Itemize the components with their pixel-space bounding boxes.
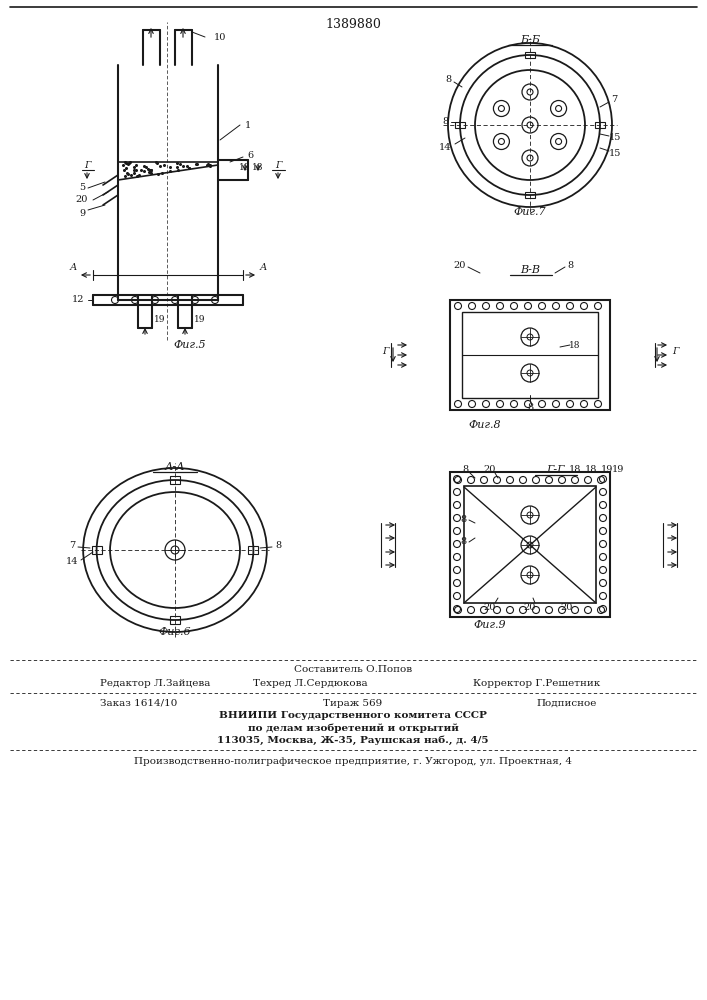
Text: Подписное: Подписное bbox=[537, 698, 597, 708]
Bar bbox=[170, 476, 180, 484]
Text: 15: 15 bbox=[609, 148, 621, 157]
Text: 18: 18 bbox=[239, 163, 251, 172]
Text: Фиг.6: Фиг.6 bbox=[158, 627, 192, 637]
Text: Фиг.7: Фиг.7 bbox=[514, 207, 547, 217]
Text: 1: 1 bbox=[245, 120, 251, 129]
Bar bbox=[462, 312, 598, 398]
Text: 9: 9 bbox=[79, 209, 85, 218]
Bar bbox=[525, 52, 535, 58]
Text: Фиг.5: Фиг.5 bbox=[174, 340, 206, 350]
Bar bbox=[595, 122, 605, 128]
Text: Г-Г: Г-Г bbox=[546, 465, 564, 475]
Text: 7: 7 bbox=[611, 96, 617, 104]
Text: А-А: А-А bbox=[165, 462, 185, 472]
Text: Производственно-полиграфическое предприятие, г. Ужгород, ул. Проектная, 4: Производственно-полиграфическое предприя… bbox=[134, 758, 572, 766]
Text: 14: 14 bbox=[66, 558, 78, 566]
Bar bbox=[248, 546, 258, 554]
Text: 8: 8 bbox=[527, 402, 533, 412]
Text: Г: Г bbox=[275, 160, 281, 169]
Text: по делам изобретений и открытий: по делам изобретений и открытий bbox=[247, 723, 458, 733]
Text: 18: 18 bbox=[569, 466, 581, 475]
Text: Корректор Г.Решетник: Корректор Г.Решетник bbox=[473, 678, 600, 688]
Bar bbox=[450, 472, 610, 617]
Text: Тираж 569: Тираж 569 bbox=[323, 698, 382, 708]
Text: 14: 14 bbox=[439, 142, 451, 151]
Text: 6: 6 bbox=[247, 150, 253, 159]
Bar bbox=[450, 300, 610, 410]
Bar bbox=[92, 546, 102, 554]
Text: Г: Г bbox=[382, 348, 388, 357]
Text: 10: 10 bbox=[214, 32, 226, 41]
Text: 20: 20 bbox=[484, 466, 496, 475]
Text: 20: 20 bbox=[454, 260, 466, 269]
Text: ВНИИПИ Государственного комитета СССР: ВНИИПИ Государственного комитета СССР bbox=[219, 712, 487, 720]
Text: Заказ 1614/10: Заказ 1614/10 bbox=[100, 698, 177, 708]
Text: 5: 5 bbox=[79, 184, 85, 192]
Text: 19: 19 bbox=[154, 316, 165, 324]
Text: 18: 18 bbox=[585, 466, 597, 475]
Bar bbox=[464, 486, 596, 603]
Bar bbox=[170, 616, 180, 624]
Text: Фиг.8: Фиг.8 bbox=[469, 420, 501, 430]
Text: 1389880: 1389880 bbox=[325, 18, 381, 31]
Text: 20: 20 bbox=[561, 602, 573, 611]
Text: Фиг.9: Фиг.9 bbox=[474, 620, 506, 630]
Text: Редактор Л.Зайцева: Редактор Л.Зайцева bbox=[100, 678, 211, 688]
Text: 12: 12 bbox=[71, 296, 84, 304]
Text: Б-Б: Б-Б bbox=[520, 35, 540, 45]
Text: 8: 8 bbox=[567, 260, 573, 269]
Text: А: А bbox=[259, 262, 267, 271]
Text: 19: 19 bbox=[612, 466, 624, 475]
Text: 20: 20 bbox=[484, 602, 496, 611]
Text: 20: 20 bbox=[524, 602, 536, 611]
Bar bbox=[455, 122, 465, 128]
Text: В-В: В-В bbox=[520, 265, 540, 275]
Text: 7: 7 bbox=[69, 540, 75, 550]
Text: 20: 20 bbox=[76, 196, 88, 205]
Text: 15: 15 bbox=[609, 133, 621, 142]
Text: Г: Г bbox=[83, 160, 90, 169]
Text: Техред Л.Сердюкова: Техред Л.Сердюкова bbox=[252, 678, 368, 688]
Text: 8: 8 bbox=[442, 117, 448, 126]
Text: 18: 18 bbox=[252, 163, 264, 172]
Text: Составитель О.Попов: Составитель О.Попов bbox=[294, 666, 412, 674]
Text: 18: 18 bbox=[569, 340, 580, 350]
Text: Г: Г bbox=[672, 348, 678, 357]
Text: 8: 8 bbox=[460, 538, 466, 546]
Text: 113035, Москва, Ж-35, Раушская наб., д. 4/5: 113035, Москва, Ж-35, Раушская наб., д. … bbox=[217, 735, 489, 745]
Bar bbox=[525, 192, 535, 198]
Text: 8: 8 bbox=[275, 540, 281, 550]
Text: 8: 8 bbox=[460, 516, 466, 524]
Text: 8: 8 bbox=[462, 466, 468, 475]
Text: А: А bbox=[69, 262, 76, 271]
Text: 19: 19 bbox=[601, 466, 613, 475]
Text: 19: 19 bbox=[194, 316, 206, 324]
Text: 8: 8 bbox=[445, 76, 451, 85]
